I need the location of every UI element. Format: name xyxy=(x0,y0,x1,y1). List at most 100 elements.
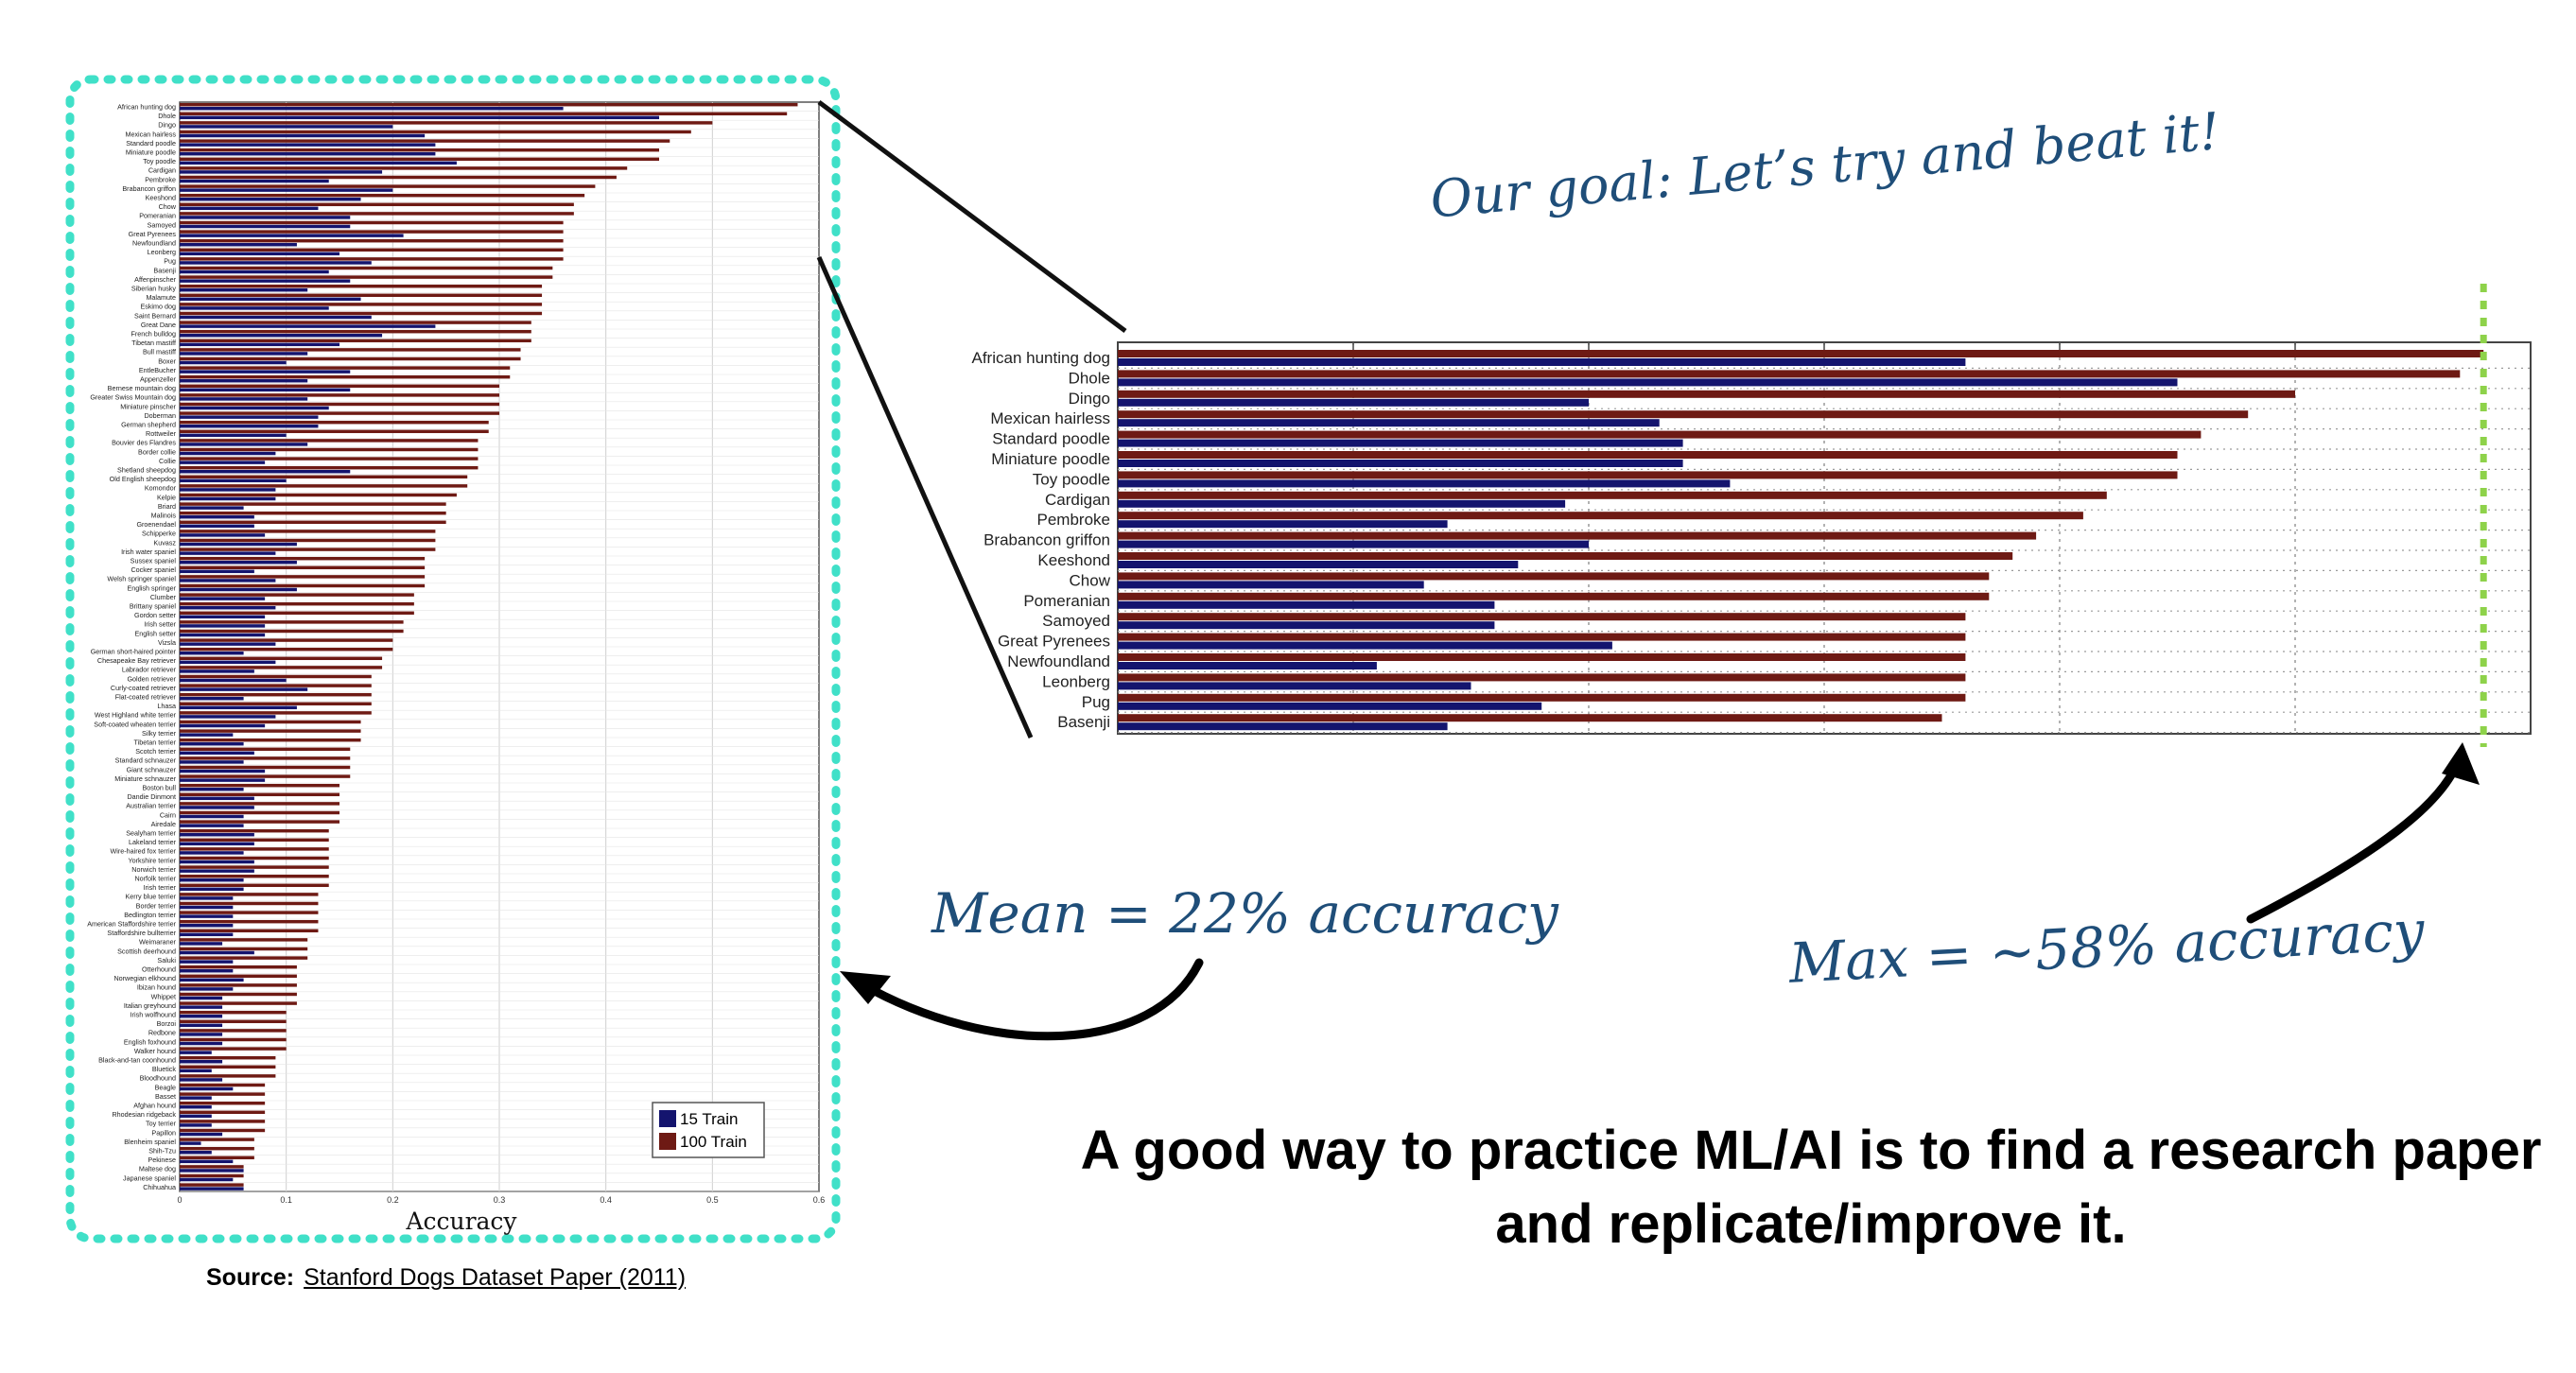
full-bar-15-train-west-highland-white-terrier xyxy=(180,715,276,719)
full-bar-15-train-clumber xyxy=(180,597,266,600)
headline-text: A good way to practice ML/AI is to find … xyxy=(1080,1120,2542,1255)
full-y-label-norwich-terrier: Norwich terrier xyxy=(131,865,176,874)
full-bar-100-train-american-staffordshire-terrier xyxy=(180,919,319,924)
full-bar-15-train-siberian-husky xyxy=(180,287,308,292)
full-bar-15-train-irish-setter xyxy=(180,624,266,628)
zoom-y-label-pug: Pug xyxy=(1082,693,1110,711)
full-y-label-miniature-schnauzer: Miniature schnauzer xyxy=(114,774,176,783)
zoom-y-label-great-pyrenees: Great Pyrenees xyxy=(998,633,1110,651)
full-y-label-kelpie: Kelpie xyxy=(157,493,176,501)
full-bar-100-train-mexican-hairless xyxy=(180,130,691,134)
full-bar-15-train-dandie-dinmont xyxy=(180,796,254,801)
full-bar-15-train-irish-water-spaniel xyxy=(180,551,276,555)
full-bar-100-train-golden-retriever xyxy=(180,674,372,679)
full-y-label-affenpinscher: Affenpinscher xyxy=(134,275,176,284)
full-y-label-irish-terrier: Irish terrier xyxy=(144,883,177,892)
full-y-label-brittany-spaniel: Brittany spaniel xyxy=(130,601,177,610)
full-bar-15-train-tibetan-terrier xyxy=(180,741,244,746)
zoom-bar-100-train-mexican-hairless xyxy=(1118,410,2249,419)
full-bar-15-train-basset xyxy=(180,1096,212,1100)
full-y-label-appenzeller: Appenzeller xyxy=(140,374,177,383)
zoom-bar-100-train-basenji xyxy=(1118,714,1942,722)
full-bar-15-train-boston-bull xyxy=(180,787,244,791)
zoom-bar-15-train-chow xyxy=(1118,581,1424,589)
full-bar-100-train-toy-poodle xyxy=(180,157,659,162)
full-bar-100-train-bull-mastiff xyxy=(180,348,521,352)
full-bar-100-train-newfoundland xyxy=(180,238,564,243)
full-bar-15-train-mexican-hairless xyxy=(180,133,426,138)
full-y-label-saluki: Saluki xyxy=(157,956,176,965)
full-bar-100-train-eskimo-dog xyxy=(180,303,543,306)
full-y-label-english-setter: English setter xyxy=(134,629,176,637)
full-y-label-african-hunting-dog: African hunting dog xyxy=(117,102,176,111)
full-y-label-dandie-dinmont: Dandie Dinmont xyxy=(127,792,176,801)
full-y-label-redbone: Redbone xyxy=(148,1029,176,1037)
full-bar-100-train-german-short-haired-pointer xyxy=(180,647,393,652)
source-link[interactable]: Stanford Dogs Dataset Paper (2011) xyxy=(304,1264,687,1291)
full-y-label-maltese-dog: Maltese dog xyxy=(139,1165,176,1173)
full-chart-bars xyxy=(180,102,798,1191)
full-bar-100-train-otterhound xyxy=(180,965,297,969)
full-y-label-tibetan-mastiff: Tibetan mastiff xyxy=(131,339,176,347)
zoom-bar-15-train-standard-poodle xyxy=(1118,439,1683,447)
full-bar-15-train-leonberg xyxy=(180,252,339,256)
zoom-bar-100-train-cardigan xyxy=(1118,491,2107,499)
full-bar-15-train-ibizan-hound xyxy=(180,987,234,991)
full-bar-100-train-african-hunting-dog xyxy=(180,102,798,107)
full-y-label-golden-retriever: Golden retriever xyxy=(127,674,176,683)
full-bar-100-train-briard xyxy=(180,502,446,506)
full-bar-100-train-cardigan xyxy=(180,166,628,170)
full-x-tick-label: 0 xyxy=(177,1195,182,1205)
full-bar-15-train-dingo xyxy=(180,125,393,129)
zoom-bar-100-train-chow xyxy=(1118,572,1990,581)
full-y-label-brabancon-griffon: Brabancon griffon xyxy=(122,184,176,193)
full-y-label-weimaraner: Weimaraner xyxy=(139,938,177,947)
full-y-label-tibetan-terrier: Tibetan terrier xyxy=(134,738,177,746)
full-bar-100-train-boston-bull xyxy=(180,783,339,788)
full-bar-15-train-english-foxhound xyxy=(180,1041,223,1046)
full-y-label-great-pyrenees: Great Pyrenees xyxy=(129,230,177,238)
full-bar-100-train-flat-coated-retriever xyxy=(180,692,372,697)
full-bar-15-train-bouvier-des-flandres xyxy=(180,443,308,446)
full-bar-100-train-saluki xyxy=(180,956,308,960)
full-y-label-welsh-springer-spaniel: Welsh springer spaniel xyxy=(107,575,176,583)
full-bar-100-train-kerry-blue-terrier xyxy=(180,893,319,896)
full-bar-100-train-sussex-spaniel xyxy=(180,556,426,561)
full-bar-15-train-irish-terrier xyxy=(180,887,244,892)
full-bar-100-train-cairn xyxy=(180,810,339,815)
full-x-tick-label: 0.1 xyxy=(280,1195,292,1205)
full-bar-100-train-welsh-springer-spaniel xyxy=(180,575,426,579)
full-y-label-sealyham-terrier: Sealyham terrier xyxy=(126,828,176,837)
full-bar-15-train-kuvasz xyxy=(180,542,297,547)
zoom-y-label-brabancon-griffon: Brabancon griffon xyxy=(983,531,1110,549)
full-bar-100-train-beagle xyxy=(180,1083,266,1087)
zoom-bar-15-train-samoyed xyxy=(1118,621,1495,630)
full-bar-100-train-vizsla xyxy=(180,638,393,642)
full-bar-100-train-japanese-spaniel xyxy=(180,1173,244,1178)
full-y-label-cairn: Cairn xyxy=(160,810,176,819)
full-bar-15-train-english-springer xyxy=(180,587,297,592)
max-arrow-curve xyxy=(2246,759,2462,924)
full-bar-100-train-dandie-dinmont xyxy=(180,792,339,797)
full-y-label-dingo: Dingo xyxy=(158,121,176,130)
full-y-label-norwegian-elkhound: Norwegian elkhound xyxy=(113,974,176,982)
full-y-label-bouvier-des-flandres: Bouvier des Flandres xyxy=(112,439,176,447)
full-bar-15-train-japanese-spaniel xyxy=(180,1177,234,1182)
full-bar-100-train-staffordshire-bullterrier xyxy=(180,929,319,933)
zoom-bar-15-train-great-pyrenees xyxy=(1118,641,1612,650)
zoom-y-label-leonberg: Leonberg xyxy=(1042,672,1110,690)
full-bar-100-train-standard-poodle xyxy=(180,139,670,143)
full-y-label-clumber: Clumber xyxy=(150,593,177,601)
zoom-bar-15-train-leonberg xyxy=(1118,682,1471,690)
full-bar-100-train-pekinese xyxy=(180,1156,254,1160)
zoom-bar-100-train-keeshond xyxy=(1118,552,2013,560)
full-bar-15-train-miniature-poodle xyxy=(180,151,436,156)
full-bar-15-train-bluetick xyxy=(180,1069,212,1073)
full-y-label-bloodhound: Bloodhound xyxy=(140,1074,176,1083)
legend-swatch-100-train xyxy=(659,1133,676,1150)
full-x-tick-label: 0.3 xyxy=(494,1195,506,1205)
full-bar-100-train-kelpie xyxy=(180,493,457,497)
full-bar-100-train-bedlington-terrier xyxy=(180,911,319,914)
zoom-bar-100-train-miniature-poodle xyxy=(1118,451,2178,459)
